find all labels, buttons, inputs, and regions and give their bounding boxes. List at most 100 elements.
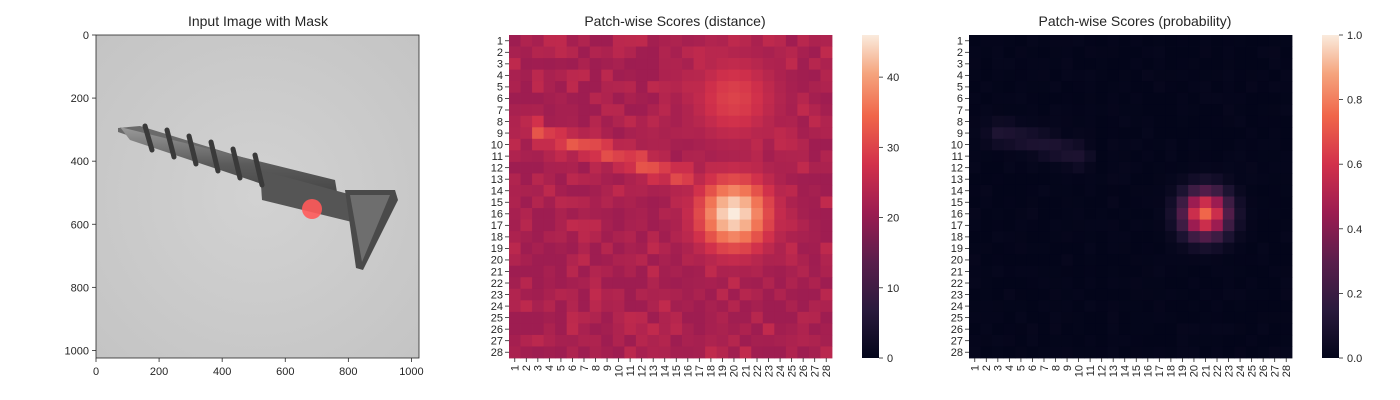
col-tick-label: 2: [981, 365, 993, 371]
heatmap-cell: [670, 127, 683, 140]
row-tick-label: 4: [957, 70, 963, 82]
heatmap-cell: [785, 208, 798, 220]
heatmap-cell: [670, 334, 683, 347]
heatmap-cell: [1211, 92, 1224, 105]
col-tick-label: 7: [579, 365, 591, 371]
heatmap-cell: [1280, 138, 1293, 151]
row-tick-label: 23: [951, 289, 963, 301]
heatmap-cell: [1257, 104, 1270, 117]
heatmap-cell: [520, 184, 533, 197]
row-tick-label: 25: [491, 312, 503, 324]
heatmap-cell: [785, 127, 798, 140]
heatmap-cell: [578, 311, 591, 324]
heatmap-cell: [1257, 265, 1270, 278]
heatmap-cell: [1234, 173, 1247, 186]
heatmap-cell: [1211, 242, 1224, 255]
heatmap-cell: [992, 104, 1005, 117]
heatmap-cell: [682, 346, 694, 359]
heatmap-cell: [739, 208, 752, 220]
heatmap-cell: [555, 173, 568, 186]
heatmap-cell: [647, 184, 660, 197]
heatmap-cell: [751, 231, 764, 244]
heatmap-cell: [705, 81, 718, 94]
heatmap-cell: [705, 323, 718, 336]
heatmap-cell: [728, 219, 741, 232]
heatmap-cell: [555, 127, 568, 140]
heatmap-cell: [1130, 173, 1143, 186]
heatmap-cell: [624, 219, 637, 232]
heatmap-cell: [1222, 173, 1235, 186]
heatmap-cell: [1234, 104, 1247, 117]
heatmap-cell: [1142, 300, 1154, 313]
heatmap-cell: [624, 265, 637, 278]
heatmap-cell: [820, 81, 833, 94]
heatmap-cell: [1061, 277, 1074, 290]
panel-1-title: Input Image with Mask: [188, 13, 329, 29]
heatmap-cell: [1280, 150, 1293, 163]
col-tick-label: 10: [1073, 365, 1085, 377]
heatmap-cell: [992, 161, 1005, 174]
heatmap-cell: [578, 104, 591, 117]
heatmap-cell: [532, 265, 545, 278]
col-tick-label: 17: [1154, 365, 1166, 377]
heatmap-cell: [532, 323, 545, 336]
heatmap-cell: [670, 184, 683, 197]
heatmap-cell: [612, 231, 625, 244]
heatmap-cell: [1188, 231, 1201, 244]
heatmap-cell: [808, 254, 821, 267]
heatmap-cell: [969, 334, 981, 347]
heatmap-cell: [601, 300, 614, 313]
heatmap-cell: [520, 231, 533, 244]
heatmap-cell: [612, 184, 625, 197]
heatmap-cell: [1095, 69, 1108, 82]
heatmap-cell: [555, 69, 568, 82]
heatmap-cell: [1153, 346, 1166, 359]
heatmap-cell: [1165, 150, 1178, 163]
heatmap-cell: [774, 265, 787, 278]
heatmap-cell: [1084, 242, 1097, 255]
heatmap-cell: [1280, 115, 1293, 128]
heatmap-cell: [670, 161, 683, 174]
heatmap-cell: [532, 138, 545, 151]
heatmap-cell: [785, 58, 798, 71]
heatmap-cell: [1257, 300, 1270, 313]
heatmap-cell: [682, 46, 694, 59]
heatmap-cell: [601, 92, 614, 105]
heatmap-cell: [1234, 323, 1247, 336]
heatmap-cell: [1084, 288, 1097, 301]
heatmap-cell: [1188, 208, 1201, 220]
heatmap-cell: [705, 127, 718, 140]
heatmap-cell: [1153, 242, 1166, 255]
row-tick-label: 18: [951, 232, 963, 244]
panel-3-title: Patch-wise Scores (probability): [1039, 13, 1232, 29]
heatmap-cell: [969, 104, 981, 117]
heatmap-cell: [728, 69, 741, 82]
heatmap-cell: [1268, 35, 1281, 47]
col-tick-label: 15: [1131, 365, 1143, 377]
heatmap-cell: [555, 46, 568, 59]
heatmap-cell: [1095, 219, 1108, 232]
heatmap-cell: [578, 288, 591, 301]
heatmap-cell: [774, 173, 787, 186]
heatmap-cell: [980, 288, 993, 301]
heatmap-cell: [808, 196, 821, 209]
heatmap-cell: [589, 150, 602, 163]
heatmap-cell: [589, 277, 602, 290]
heatmap-cell: [716, 196, 729, 209]
heatmap-cell: [658, 265, 671, 278]
heatmap-cell: [1072, 138, 1085, 151]
heatmap-cell: [785, 81, 798, 94]
heatmap-cell: [785, 334, 798, 347]
heatmap-cell: [1072, 196, 1085, 209]
heatmap-cell: [739, 69, 752, 82]
heatmap-cell: [728, 161, 741, 174]
heatmap-cell: [1280, 334, 1293, 347]
heatmap-cell: [555, 265, 568, 278]
heatmap-cell: [658, 115, 671, 128]
heatmap-cell: [1234, 254, 1247, 267]
heatmap-cell: [1153, 115, 1166, 128]
heatmap-cell: [1245, 81, 1258, 94]
heatmap-cell: [1084, 150, 1097, 163]
heatmap-cell: [520, 69, 533, 82]
heatmap-cell: [1234, 334, 1247, 347]
